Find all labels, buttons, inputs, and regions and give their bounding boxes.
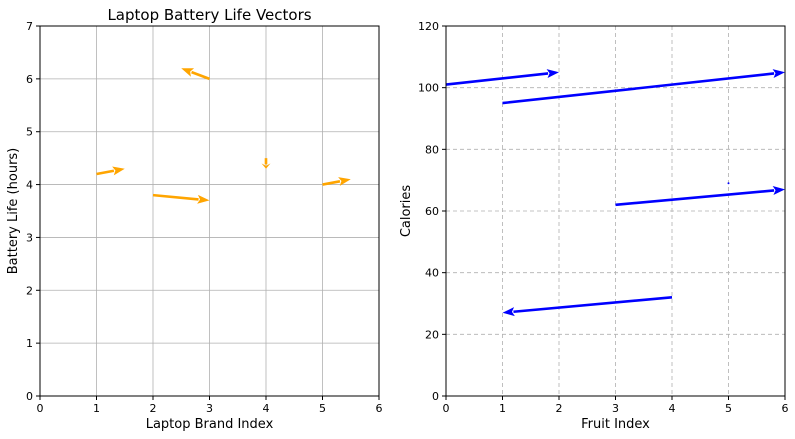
x-tick-label: 2	[150, 402, 157, 415]
x-tick-label: 6	[376, 402, 383, 415]
x-tick-label: 0	[37, 402, 44, 415]
vector-shaft	[322, 180, 341, 186]
x-tick-label: 3	[612, 402, 619, 415]
y-axis-label: Battery Life (hours)	[6, 148, 21, 275]
x-tick-label: 0	[443, 402, 450, 415]
y-tick-label: 0	[26, 390, 33, 403]
y-tick-label: 120	[418, 20, 439, 33]
vector-arrow	[615, 186, 785, 207]
chart-panel-1: 0 1 2 3 4 5 6 0 1 2 3 4 5 6 7 Laptop Brand Index Battery…	[6, 6, 383, 432]
chart-title: Laptop Battery Life Vectors	[107, 6, 311, 24]
vector-head	[181, 68, 195, 77]
vector-shaft	[96, 169, 115, 176]
vector-head	[197, 194, 210, 204]
vector-arrow	[445, 69, 559, 86]
vector-head	[546, 69, 559, 79]
y-tick-label: 5	[26, 126, 33, 139]
vector-shaft	[615, 189, 775, 207]
vector-head	[112, 166, 125, 176]
x-axis-label: Fruit Index	[581, 417, 650, 432]
vector-head	[261, 163, 271, 169]
x-axis-label: Laptop Brand Index	[146, 417, 274, 432]
vector-arrow	[322, 177, 351, 186]
y-axis-label: Calories	[399, 185, 414, 238]
x-tick-label: 5	[319, 402, 326, 415]
vector-head	[772, 69, 785, 79]
vector-head	[502, 307, 515, 317]
y-tick-label: 2	[26, 284, 33, 297]
x-tick-label: 4	[263, 402, 270, 415]
x-tick-label: 6	[782, 402, 789, 415]
y-tick-label: 80	[425, 143, 439, 156]
y-tick-label: 3	[26, 231, 33, 244]
x-tick-label: 1	[93, 402, 100, 415]
vector-shaft	[502, 72, 775, 105]
y-tick-label: 100	[418, 82, 439, 95]
y-tick-label: 1	[26, 337, 33, 350]
y-tick-label: 7	[26, 20, 33, 33]
vector-head	[772, 186, 785, 195]
vector-shaft	[152, 193, 199, 201]
x-tick-label: 3	[206, 402, 213, 415]
x-tick-label: 2	[556, 402, 563, 415]
vector-arrow	[502, 296, 673, 317]
y-tick-label: 40	[425, 267, 439, 280]
vector-arrow	[96, 166, 125, 176]
vector-head	[338, 177, 351, 186]
vector-shaft	[191, 70, 210, 81]
vector-arrow	[152, 193, 210, 204]
y-tick-label: 20	[425, 328, 439, 341]
x-tick-label: 4	[669, 402, 676, 415]
y-tick-label: 60	[425, 205, 439, 218]
vector-arrow	[727, 182, 730, 185]
y-tick-label: 4	[26, 179, 33, 192]
y-tick-label: 6	[26, 73, 33, 86]
x-tick-label: 1	[499, 402, 506, 415]
vector-arrow	[181, 68, 210, 81]
vector-shaft	[445, 72, 549, 86]
y-tick-label: 0	[432, 390, 439, 403]
vector-arrow	[502, 69, 785, 105]
vector-shaft	[513, 296, 673, 314]
x-tick-label: 5	[725, 402, 732, 415]
vector-arrow	[261, 158, 271, 169]
